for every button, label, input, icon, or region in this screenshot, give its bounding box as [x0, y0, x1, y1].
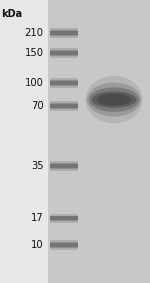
Bar [50, 78, 78, 88]
Text: 100: 100 [25, 78, 44, 88]
Bar [50, 216, 78, 220]
Bar [50, 164, 78, 168]
Bar [50, 103, 78, 109]
Bar [50, 102, 78, 111]
Text: kDa: kDa [2, 9, 23, 19]
Bar [50, 104, 78, 108]
Bar [48, 0, 150, 283]
Bar [50, 29, 78, 38]
Bar [50, 161, 78, 170]
Bar [50, 243, 78, 247]
Bar [50, 213, 78, 224]
Bar [50, 216, 78, 221]
Bar [50, 31, 78, 35]
Text: 150: 150 [24, 48, 44, 58]
Ellipse shape [85, 76, 142, 123]
Ellipse shape [92, 91, 136, 108]
Bar [50, 48, 78, 58]
Text: 70: 70 [31, 101, 44, 112]
Ellipse shape [87, 83, 141, 117]
Bar [50, 50, 78, 56]
Bar [50, 81, 78, 85]
Bar [50, 30, 78, 36]
Text: 17: 17 [31, 213, 43, 224]
Text: 10: 10 [31, 240, 44, 250]
Bar [50, 162, 78, 169]
Ellipse shape [97, 93, 131, 106]
Text: 210: 210 [24, 28, 44, 38]
Bar [50, 242, 78, 248]
Ellipse shape [89, 87, 139, 112]
Bar [50, 51, 78, 55]
Ellipse shape [104, 95, 124, 105]
Text: 35: 35 [31, 160, 44, 171]
Bar [50, 240, 78, 250]
Bar [50, 80, 78, 86]
